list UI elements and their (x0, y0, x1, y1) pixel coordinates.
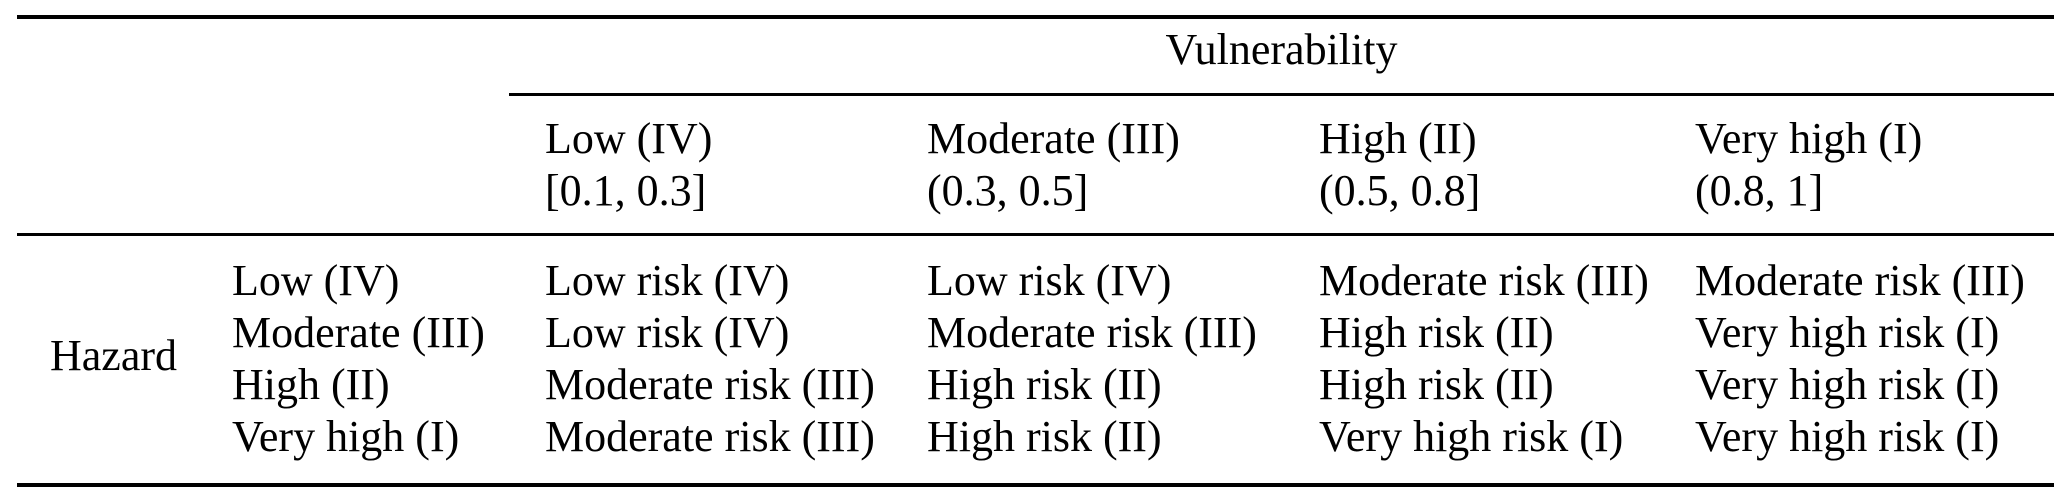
table-row: Moderate (III) Low risk (IV) Moderate ri… (0, 307, 2067, 359)
hazard-level-label: Very high (I) (232, 412, 460, 461)
risk-cell: Moderate risk (III) (545, 412, 875, 461)
risk-cell: Very high risk (I) (1695, 412, 2000, 461)
risk-cell: Low risk (IV) (545, 256, 790, 305)
risk-cell: Low risk (IV) (545, 308, 790, 357)
vulnerability-group-title: Vulnerability (1165, 25, 1398, 74)
risk-cell: High risk (II) (927, 360, 1162, 409)
hazard-level-label: Moderate (III) (232, 308, 485, 357)
column-header-low: Low (IV) [0.1, 0.3] (545, 113, 712, 217)
column-header-label: Low (IV) (545, 114, 713, 163)
column-header-label: High (II) (1319, 114, 1477, 163)
risk-cell: Very high risk (I) (1319, 412, 1624, 461)
hazard-level-label: High (II) (232, 360, 390, 409)
risk-cell: Very high risk (I) (1695, 360, 2000, 409)
hazard-group-title: Hazard (50, 331, 178, 380)
risk-cell: Moderate risk (III) (545, 360, 875, 409)
table-row: Low (IV) Low risk (IV) Low risk (IV) Mod… (0, 255, 2067, 307)
header-body-rule (17, 233, 2054, 236)
risk-cell: Moderate risk (III) (927, 308, 1257, 357)
column-header-range: (0.3, 0.5] (927, 166, 1089, 215)
risk-cell: High risk (II) (1319, 308, 1554, 357)
risk-cell: High risk (II) (1319, 360, 1554, 409)
table-row: Very high (I) Moderate risk (III) High r… (0, 411, 2067, 463)
column-header-moderate: Moderate (III) (0.3, 0.5] (927, 113, 1180, 217)
column-header-range: (0.8, 1] (1695, 166, 1824, 215)
column-header-range: [0.1, 0.3] (545, 166, 707, 215)
risk-cell: High risk (II) (927, 412, 1162, 461)
hazard-level-label: Low (IV) (232, 256, 400, 305)
column-header-label: Very high (I) (1695, 114, 1923, 163)
column-header-very-high: Very high (I) (0.8, 1] (1695, 113, 1922, 217)
risk-cell: Low risk (IV) (927, 256, 1172, 305)
table-bottom-rule (17, 483, 2054, 487)
risk-cell: Very high risk (I) (1695, 308, 2000, 357)
column-header-range: (0.5, 0.8] (1319, 166, 1481, 215)
column-header-label: Moderate (III) (927, 114, 1180, 163)
vulnerability-group-rule (509, 93, 2054, 96)
table-row: High (II) Moderate risk (III) High risk … (0, 359, 2067, 411)
column-header-high: High (II) (0.5, 0.8] (1319, 113, 1480, 217)
risk-cell: Moderate risk (III) (1695, 256, 2025, 305)
table-top-rule (17, 15, 2054, 19)
risk-cell: Moderate risk (III) (1319, 256, 1649, 305)
